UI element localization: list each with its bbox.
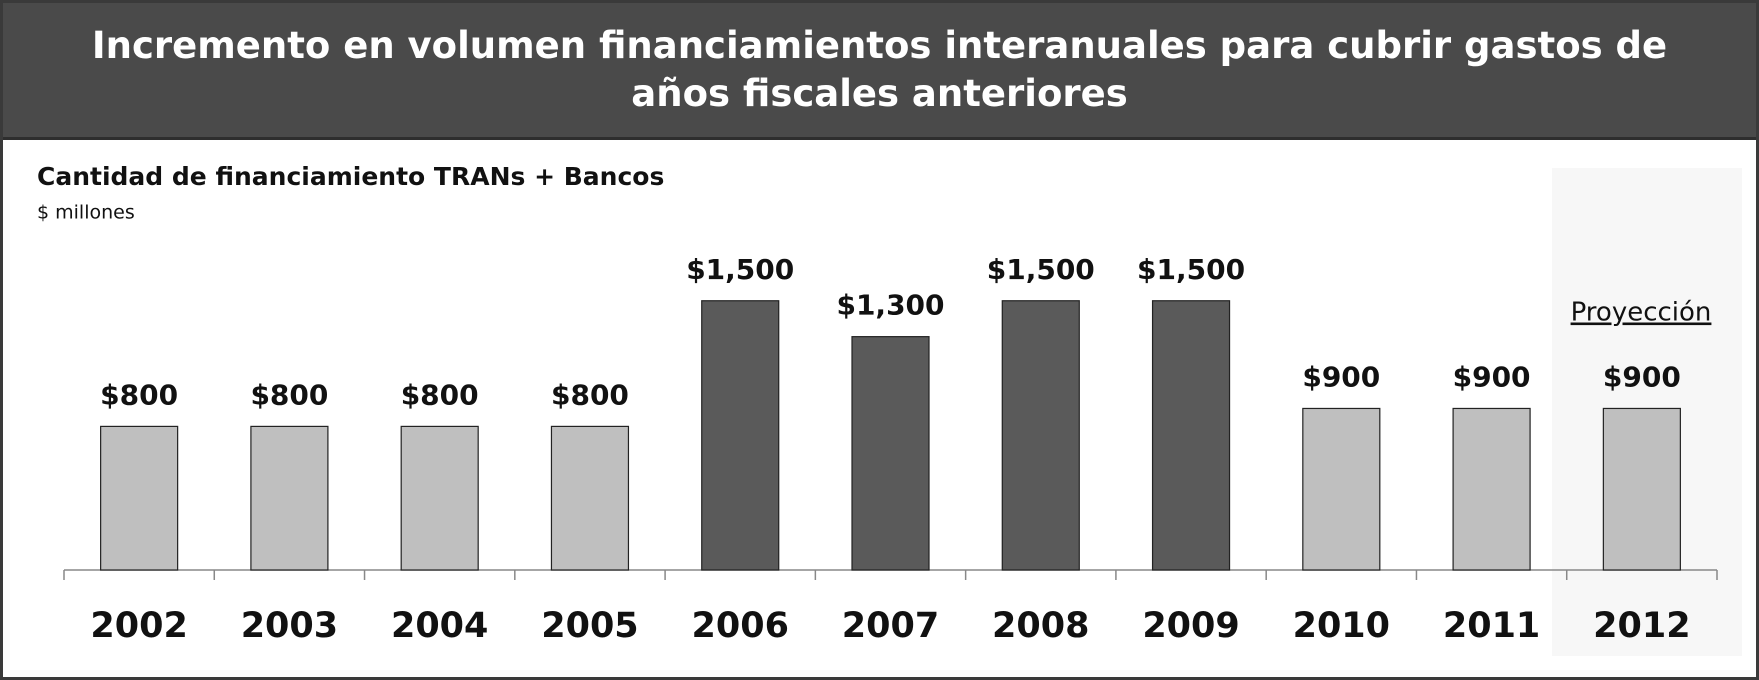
bar	[250, 425, 329, 571]
chart-title: Cantidad de financiamiento TRANs + Banco…	[37, 162, 664, 191]
bar	[1602, 407, 1681, 571]
value-label: $800	[551, 378, 629, 411]
value-label: $800	[100, 378, 178, 411]
x-tick-label: 2009	[1142, 606, 1239, 646]
value-label: $1,500	[1137, 253, 1245, 286]
x-tick-label: 2004	[391, 606, 488, 646]
value-label: $800	[401, 378, 479, 411]
x-tick-label: 2007	[842, 606, 939, 646]
x-tick-label: 2010	[1293, 606, 1390, 646]
bar	[400, 425, 479, 571]
value-label: $900	[1302, 360, 1380, 393]
value-label: $1,500	[686, 253, 794, 286]
bar	[851, 336, 930, 571]
header: Incremento en volumen financiamientos in…	[3, 3, 1756, 140]
bar	[1001, 300, 1080, 571]
x-tick-label: 2002	[90, 606, 187, 646]
projection-label: Proyección	[1571, 298, 1712, 328]
value-label: $800	[250, 378, 328, 411]
bar	[100, 425, 179, 571]
x-tick-label: 2011	[1443, 606, 1540, 646]
value-label: $900	[1453, 360, 1531, 393]
bar	[1151, 300, 1231, 571]
bar	[550, 425, 630, 571]
value-label: $1,300	[836, 289, 944, 322]
header-title: Incremento en volumen financiamientos in…	[91, 24, 1668, 115]
x-tick-label: 2008	[992, 606, 1089, 646]
x-tick-label: 2003	[241, 606, 338, 646]
bar	[1452, 407, 1531, 571]
chart-subtitle: $ millones	[37, 202, 135, 224]
value-label: $1,500	[987, 253, 1095, 286]
bar	[1302, 407, 1381, 571]
bar	[701, 300, 780, 571]
x-tick-label: 2006	[692, 606, 789, 646]
x-tick-label: 2012	[1593, 606, 1690, 646]
x-tick-label: 2005	[541, 606, 638, 646]
value-label: $900	[1603, 360, 1681, 393]
